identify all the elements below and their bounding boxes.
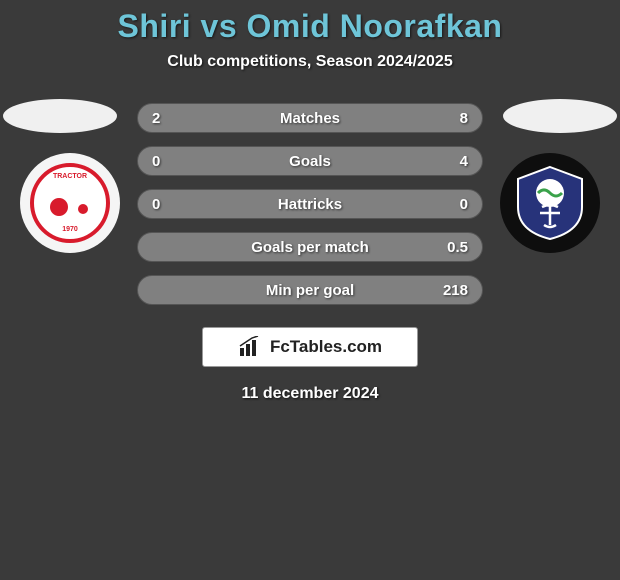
stat-label: Min per goal xyxy=(266,282,354,299)
stat-row-goals: 0 Goals 4 xyxy=(137,146,483,176)
stat-right-value: 4 xyxy=(460,153,468,170)
player-slot-right xyxy=(503,99,617,133)
player-slot-left xyxy=(3,99,117,133)
stat-right-value: 0 xyxy=(460,196,468,213)
club-badge-left: TRACTOR 1970 xyxy=(20,153,120,253)
stat-label: Hattricks xyxy=(278,196,342,213)
branding-text: FcTables.com xyxy=(270,337,382,357)
stat-row-matches: 2 Matches 8 xyxy=(137,103,483,133)
stat-row-hattricks: 0 Hattricks 0 xyxy=(137,189,483,219)
branding-box: FcTables.com xyxy=(202,327,418,367)
stat-label: Goals xyxy=(289,153,331,170)
stat-right-value: 218 xyxy=(443,282,468,299)
infographic-container: Shiri vs Omid Noorafkan Club competition… xyxy=(0,0,620,403)
stat-right-value: 0.5 xyxy=(447,239,468,256)
stat-label: Matches xyxy=(280,110,340,127)
club-badge-right xyxy=(500,153,600,253)
stat-rows: 2 Matches 8 0 Goals 4 0 Hattricks 0 Goal… xyxy=(137,99,483,305)
stat-left-value: 0 xyxy=(152,153,160,170)
stats-area: TRACTOR 1970 2 Matches 8 xyxy=(0,99,620,403)
page-title: Shiri vs Omid Noorafkan xyxy=(0,8,620,45)
stat-row-goals-per-match: Goals per match 0.5 xyxy=(137,232,483,262)
stat-left-value: 2 xyxy=(152,110,160,127)
subtitle: Club competitions, Season 2024/2025 xyxy=(0,53,620,71)
malavan-club-crest xyxy=(510,163,590,243)
date-label: 11 december 2024 xyxy=(0,385,620,403)
stat-label: Goals per match xyxy=(251,239,369,256)
stat-row-min-per-goal: Min per goal 218 xyxy=(137,275,483,305)
chart-icon xyxy=(238,336,264,358)
tractor-icon xyxy=(50,190,90,216)
stat-right-value: 8 xyxy=(460,110,468,127)
tractor-club-crest: TRACTOR 1970 xyxy=(30,163,110,243)
stat-left-value: 0 xyxy=(152,196,160,213)
